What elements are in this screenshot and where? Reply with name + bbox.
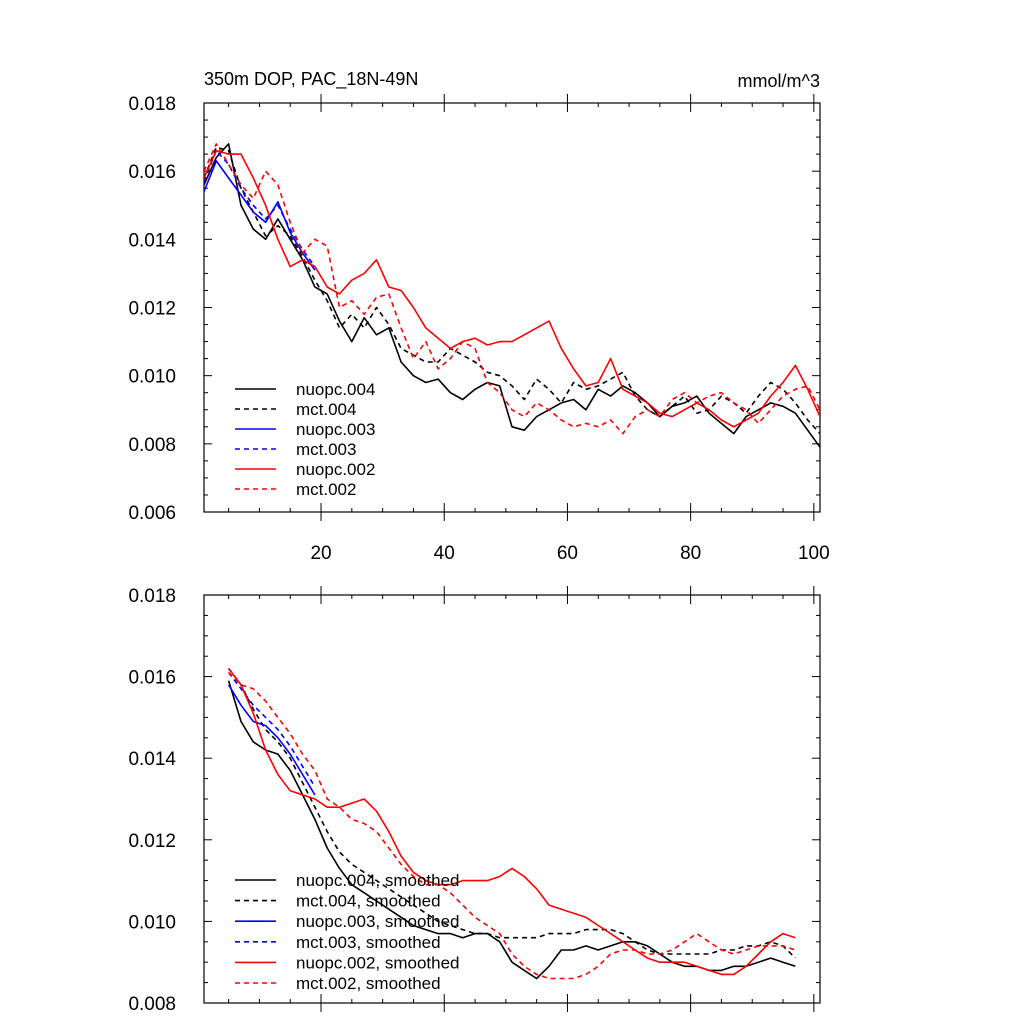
legend-label: nuopc.004, smoothed: [296, 871, 460, 890]
legend-label: nuopc.002, smoothed: [296, 953, 460, 972]
legend-label: mct.004: [296, 400, 356, 419]
legend-label: nuopc.004: [296, 380, 375, 399]
series-line: [227, 672, 316, 788]
y-tick-label: 0.008: [128, 435, 176, 456]
legend-label: mct.003, smoothed: [296, 933, 441, 952]
y-tick-label: 0.018: [128, 94, 176, 115]
x-tick-label: 20: [310, 543, 331, 564]
series-line: [204, 143, 820, 435]
x-tick-label: 40: [434, 543, 455, 564]
legend-label: nuopc.003: [296, 420, 375, 439]
bottom-panel: 0.008 0.010 0.012 0.014 0.016 0.018 nuopc.004,…: [128, 586, 821, 1015]
series-line: [227, 684, 316, 796]
y-tick-label: 0.014: [128, 749, 176, 770]
y-tick-label: 0.018: [128, 586, 176, 607]
series-line: [227, 667, 796, 976]
legend-label: mct.003: [296, 440, 356, 459]
series-line: [204, 143, 820, 448]
y-tick-label: 0.014: [128, 230, 176, 251]
legend-label: nuopc.003, smoothed: [296, 912, 460, 931]
series-line: [227, 667, 796, 959]
x-tick-label: 60: [557, 543, 578, 564]
series-line: [204, 146, 820, 435]
series-line: [228, 671, 796, 980]
chart-title: 350m DOP, PAC_18N-49N: [204, 69, 418, 90]
top-panel: 350m DOP, PAC_18N-49N mmol/m^3 0.006 0.00…: [128, 69, 829, 564]
y-tick-label: 0.012: [128, 831, 176, 852]
y-tick-label: 0.006: [128, 503, 176, 524]
legend-label: nuopc.002: [296, 460, 375, 479]
x-tick-label: 100: [798, 543, 830, 564]
legend-label: mct.002: [296, 480, 356, 499]
y-tick-label: 0.008: [128, 994, 176, 1015]
y-tick-label: 0.010: [128, 367, 176, 388]
x-tick-label: 80: [680, 543, 701, 564]
legend-label: mct.004, smoothed: [296, 892, 441, 911]
y-tick-label: 0.010: [128, 912, 176, 933]
y-tick-label: 0.016: [128, 668, 176, 689]
series-line: [204, 160, 316, 271]
legend-label: mct.002, smoothed: [296, 974, 441, 993]
units-label: mmol/m^3: [738, 71, 820, 91]
y-tick-label: 0.012: [128, 299, 176, 320]
series-line: [204, 149, 820, 428]
y-tick-label: 0.016: [128, 162, 176, 183]
